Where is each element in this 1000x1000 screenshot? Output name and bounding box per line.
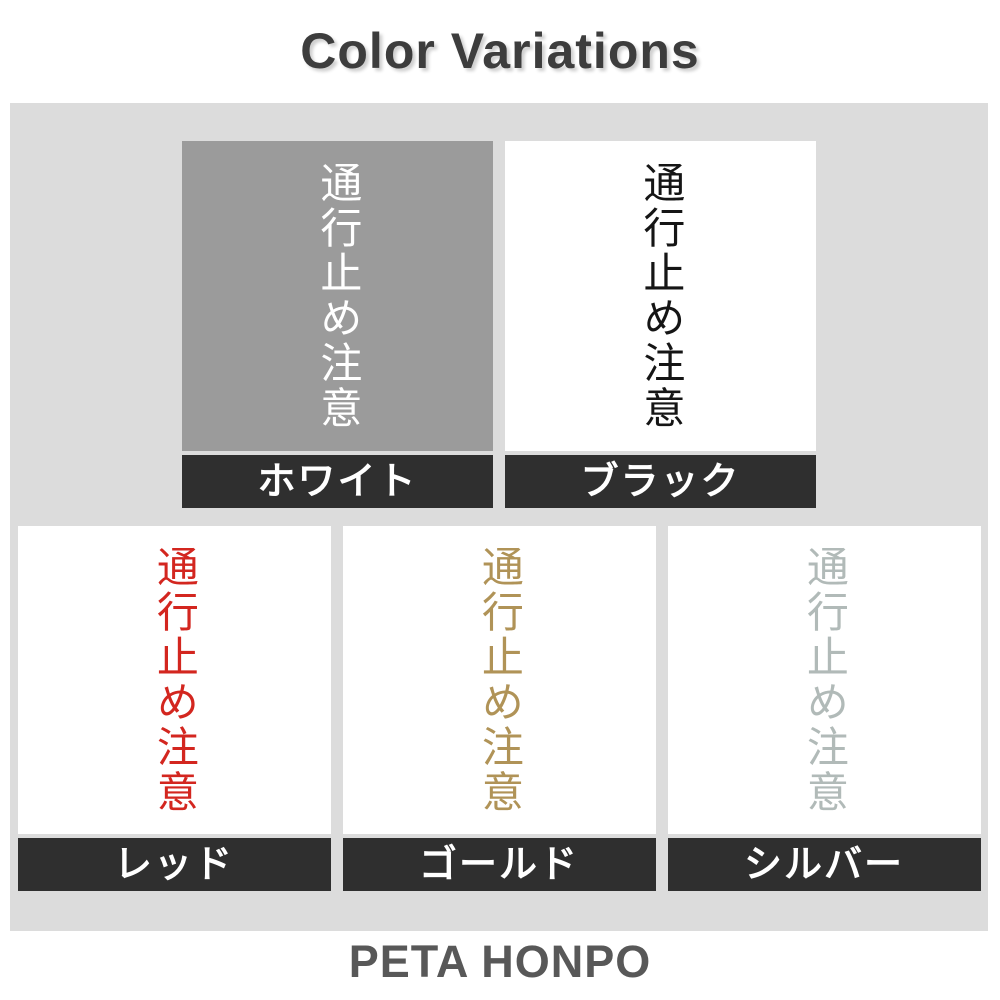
swatch-silver-preview: 通行止め注意: [667, 526, 981, 834]
swatch-gold-label-bar: ゴールド: [342, 838, 656, 891]
swatch-red: 通行止め注意 レッド: [17, 526, 331, 891]
swatch-silver: 通行止め注意 シルバー: [667, 526, 981, 891]
swatch-white-label-bar: ホワイト: [182, 455, 493, 508]
swatch-black: 通行止め注意 ブラック: [505, 141, 816, 508]
vertical-sample-text: 通行止め注意: [637, 161, 685, 431]
swatch-gold: 通行止め注意 ゴールド: [342, 526, 656, 891]
swatch-red-label-bar: レッド: [17, 838, 331, 891]
brand-name: PETA HONPO: [348, 936, 652, 987]
swatch-white-label: ホワイト: [257, 460, 418, 503]
swatch-black-label-bar: ブラック: [505, 455, 816, 508]
swatch-silver-label-bar: シルバー: [667, 838, 981, 891]
variations-row-bottom: 通行止め注意 レッド 通行止め注意 ゴールド 通行止め注意: [10, 526, 988, 891]
swatch-gold-preview: 通行止め注意: [342, 526, 656, 834]
vertical-sample-text: 通行止め注意: [476, 545, 524, 815]
swatch-white-preview: 通行止め注意: [182, 141, 493, 451]
swatch-silver-label: シルバー: [743, 843, 904, 886]
variations-row-top: 通行止め注意 ホワイト 通行止め注意 ブラック: [10, 141, 988, 508]
variations-panel: 通行止め注意 ホワイト 通行止め注意 ブラック 通行止め注意: [10, 103, 988, 931]
page-title: Color Variations: [300, 23, 700, 79]
vertical-sample-text: 通行止め注意: [314, 161, 362, 431]
swatch-black-label: ブラック: [580, 460, 741, 503]
vertical-sample-text: 通行止め注意: [801, 545, 849, 815]
swatch-black-preview: 通行止め注意: [505, 141, 816, 451]
swatch-white: 通行止め注意 ホワイト: [182, 141, 493, 508]
swatch-red-preview: 通行止め注意: [17, 526, 331, 834]
vertical-sample-text: 通行止め注意: [151, 545, 199, 815]
swatch-gold-label: ゴールド: [418, 843, 579, 886]
swatch-red-label: レッド: [113, 843, 234, 886]
